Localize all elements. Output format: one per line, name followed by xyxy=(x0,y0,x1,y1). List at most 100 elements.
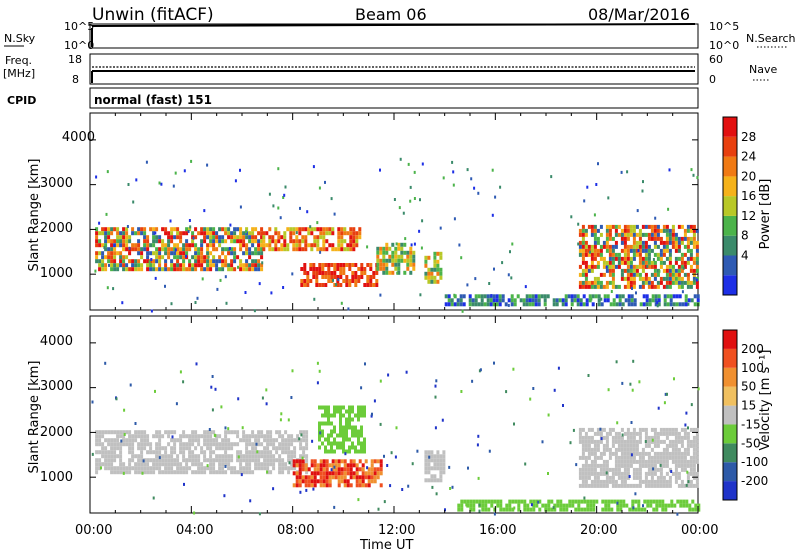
data-cell-0 xyxy=(272,446,276,451)
data-cell-6 xyxy=(617,284,621,289)
data-cell-1 xyxy=(349,243,353,248)
data-cell-1 xyxy=(376,471,380,476)
data-cell-6 xyxy=(653,240,657,245)
data-cell-0 xyxy=(107,454,111,459)
data-cell-6 xyxy=(662,268,666,273)
data-cell-0 xyxy=(113,251,117,256)
data-cell-4 xyxy=(659,451,663,456)
data-cell-6 xyxy=(680,280,684,285)
data-cell-4 xyxy=(677,439,681,444)
scatter-cell xyxy=(220,405,223,409)
data-cell-0 xyxy=(119,235,123,240)
scatter-cell xyxy=(488,282,491,285)
data-cell-4 xyxy=(611,435,615,440)
data-cell-6 xyxy=(593,232,597,237)
data-cell-0 xyxy=(161,239,165,244)
data-cell-6 xyxy=(653,272,657,277)
data-cell-0 xyxy=(203,454,207,459)
data-cell-6 xyxy=(617,264,621,269)
xtick-4: 16:00 xyxy=(479,523,516,538)
data-cell-6 xyxy=(608,224,612,229)
scatter-cell xyxy=(413,170,416,174)
data-cell-1 xyxy=(319,235,323,240)
data-cell-1 xyxy=(271,235,275,240)
data-cell-6 xyxy=(581,268,585,273)
data-cell-0 xyxy=(182,458,186,463)
data-cell-1 xyxy=(352,243,356,248)
data-cell-0 xyxy=(203,438,207,443)
data-cell-6 xyxy=(647,264,651,269)
data-cell-4 xyxy=(677,435,681,440)
data-cell-5 xyxy=(571,503,575,508)
data-cell-0 xyxy=(95,255,99,260)
data-cell-5 xyxy=(520,499,524,504)
data-cell-5 xyxy=(609,302,613,307)
data-cell-0 xyxy=(266,434,270,439)
data-cell-0 xyxy=(161,462,165,467)
xtick-0: 00:00 xyxy=(75,523,112,538)
data-cell-1 xyxy=(328,227,332,232)
data-cell-0 xyxy=(236,450,240,455)
data-cell-0 xyxy=(170,462,174,467)
scatter-cell xyxy=(340,301,343,305)
data-cell-2 xyxy=(303,283,307,287)
data-cell-0 xyxy=(170,263,174,268)
scatter-cell xyxy=(658,269,661,273)
data-cell-6 xyxy=(614,264,618,269)
data-cell-0 xyxy=(209,267,213,272)
scatter-cell xyxy=(150,309,153,313)
data-cell-1 xyxy=(331,227,335,232)
data-cell-2 xyxy=(339,429,342,434)
data-cell-6 xyxy=(590,260,594,265)
data-cell-5 xyxy=(519,298,523,303)
data-cell-1 xyxy=(262,239,266,244)
data-cell-6 xyxy=(674,248,678,253)
data-cell-5 xyxy=(615,302,619,307)
data-cell-4 xyxy=(662,475,666,480)
scatter-cell xyxy=(175,402,178,406)
data-cell-5 xyxy=(684,298,688,303)
data-cell-1 xyxy=(358,459,362,464)
data-cell-0 xyxy=(155,434,159,439)
data-cell-0 xyxy=(98,430,102,435)
scatter-cell xyxy=(434,426,437,430)
scatter-cell xyxy=(330,468,333,472)
data-cell-0 xyxy=(296,438,300,443)
scatter-cell xyxy=(638,380,641,384)
data-cell-0 xyxy=(194,251,198,256)
data-cell-0 xyxy=(251,227,255,232)
data-cell-0 xyxy=(149,243,153,248)
data-cell-0 xyxy=(182,251,186,256)
data-cell-0 xyxy=(113,458,117,463)
scatter-cell xyxy=(547,472,549,475)
data-cell-6 xyxy=(581,236,585,241)
data-cell-3 xyxy=(376,262,380,267)
data-cell-2 xyxy=(339,267,343,271)
data-cell-0 xyxy=(230,466,234,471)
data-cell-4 xyxy=(692,459,696,464)
data-cell-3 xyxy=(394,262,398,267)
data-cell-3 xyxy=(430,458,434,463)
data-cell-6 xyxy=(692,244,696,249)
data-cell-5 xyxy=(579,298,583,303)
data-cell-6 xyxy=(653,276,657,281)
data-cell-1 xyxy=(286,247,290,252)
data-cell-5 xyxy=(493,499,497,504)
data-cell-0 xyxy=(104,255,108,260)
data-cell-5 xyxy=(688,503,692,508)
data-cell-0 xyxy=(218,446,222,451)
data-cell-2 xyxy=(342,413,345,418)
data-cell-6 xyxy=(677,244,681,249)
data-cell-2 xyxy=(342,429,345,434)
data-cell-0 xyxy=(164,231,168,236)
data-cell-0 xyxy=(125,263,129,268)
data-cell-6 xyxy=(692,240,696,245)
data-cell-4 xyxy=(629,435,633,440)
scatter-cell xyxy=(224,465,227,468)
data-cell-2 xyxy=(375,279,379,283)
data-cell-4 xyxy=(692,471,696,476)
data-cell-2 xyxy=(369,283,373,287)
data-cell-0 xyxy=(257,466,261,471)
power-ytick-3000: 3000 xyxy=(40,176,73,191)
data-cell-0 xyxy=(164,263,168,268)
